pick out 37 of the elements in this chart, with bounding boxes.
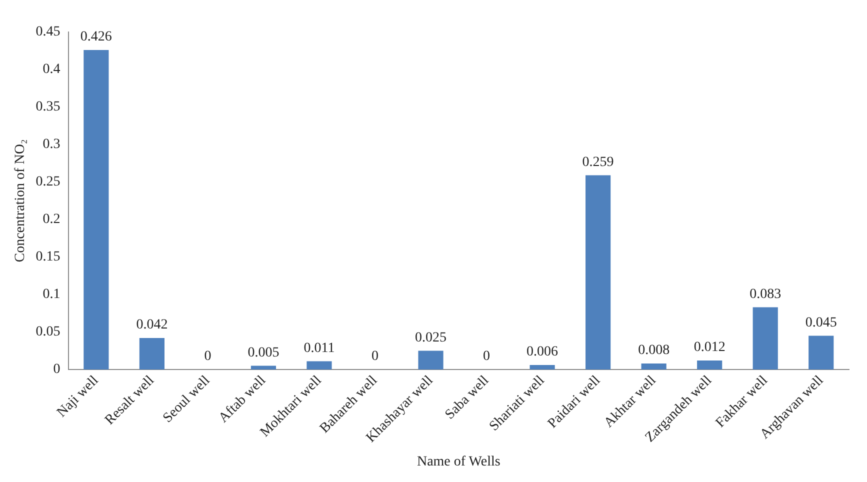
bar xyxy=(306,361,332,370)
bar xyxy=(418,350,444,370)
y-tick-label: 0.45 xyxy=(36,24,60,40)
y-tick-label: 0.35 xyxy=(36,100,60,115)
data-label: 0.006 xyxy=(526,344,558,360)
y-tick-label: 0.4 xyxy=(42,62,60,78)
y-tick-label: 0.15 xyxy=(36,250,60,265)
y-tick-label: 0.3 xyxy=(42,137,60,152)
data-label: 0.259 xyxy=(582,154,614,170)
data-label: 0 xyxy=(372,349,379,364)
data-label: 0.011 xyxy=(304,340,335,356)
x-axis-title: Name of Wells xyxy=(416,454,500,470)
bar xyxy=(808,336,834,370)
x-tick-label: Saba well xyxy=(442,373,492,423)
data-label: 0.025 xyxy=(415,330,447,346)
bar xyxy=(250,366,276,370)
bar xyxy=(530,364,555,370)
y-tick-label: 0.05 xyxy=(36,324,60,340)
y-axis-title: Concentration of NO₂ xyxy=(13,139,28,262)
data-label: 0 xyxy=(204,349,212,364)
bar xyxy=(84,50,109,370)
data-label: 0.426 xyxy=(80,30,112,45)
data-label: 0.042 xyxy=(136,318,168,333)
bar xyxy=(139,338,164,370)
bar xyxy=(697,360,722,370)
data-label: 0.045 xyxy=(805,315,837,330)
data-label: 0.083 xyxy=(750,286,782,302)
bar xyxy=(752,307,778,370)
data-label: 0.005 xyxy=(248,345,280,360)
data-label: 0 xyxy=(483,349,490,364)
bar xyxy=(641,363,666,370)
y-tick-label: 0.2 xyxy=(42,212,60,228)
bar xyxy=(586,175,611,370)
y-tick-label: 0.25 xyxy=(36,174,60,190)
y-tick-label: 0.1 xyxy=(42,287,60,302)
data-label: 0.008 xyxy=(638,343,670,358)
data-label: 0.012 xyxy=(694,340,726,356)
